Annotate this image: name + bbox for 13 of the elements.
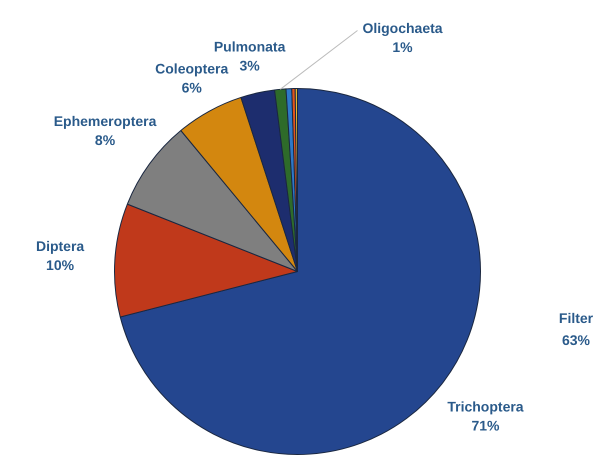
slice-label: Coleoptera: [155, 60, 228, 76]
data-label: 3%: [239, 58, 260, 74]
data-label: 10%: [46, 256, 75, 273]
data-label: 71%: [471, 418, 500, 434]
slice-label: Diptera: [36, 238, 84, 254]
data-label: 8%: [94, 132, 116, 148]
slice-label: Oligochaeta: [362, 20, 443, 36]
slice-label: Ephemeroptera: [54, 113, 157, 130]
slice-label: Trichoptera: [447, 398, 524, 415]
data-label: 1%: [392, 38, 414, 55]
slice-label: Pulmonata: [214, 38, 286, 55]
data-label: 6%: [182, 79, 202, 96]
text: Filter 63%: [558, 310, 594, 348]
